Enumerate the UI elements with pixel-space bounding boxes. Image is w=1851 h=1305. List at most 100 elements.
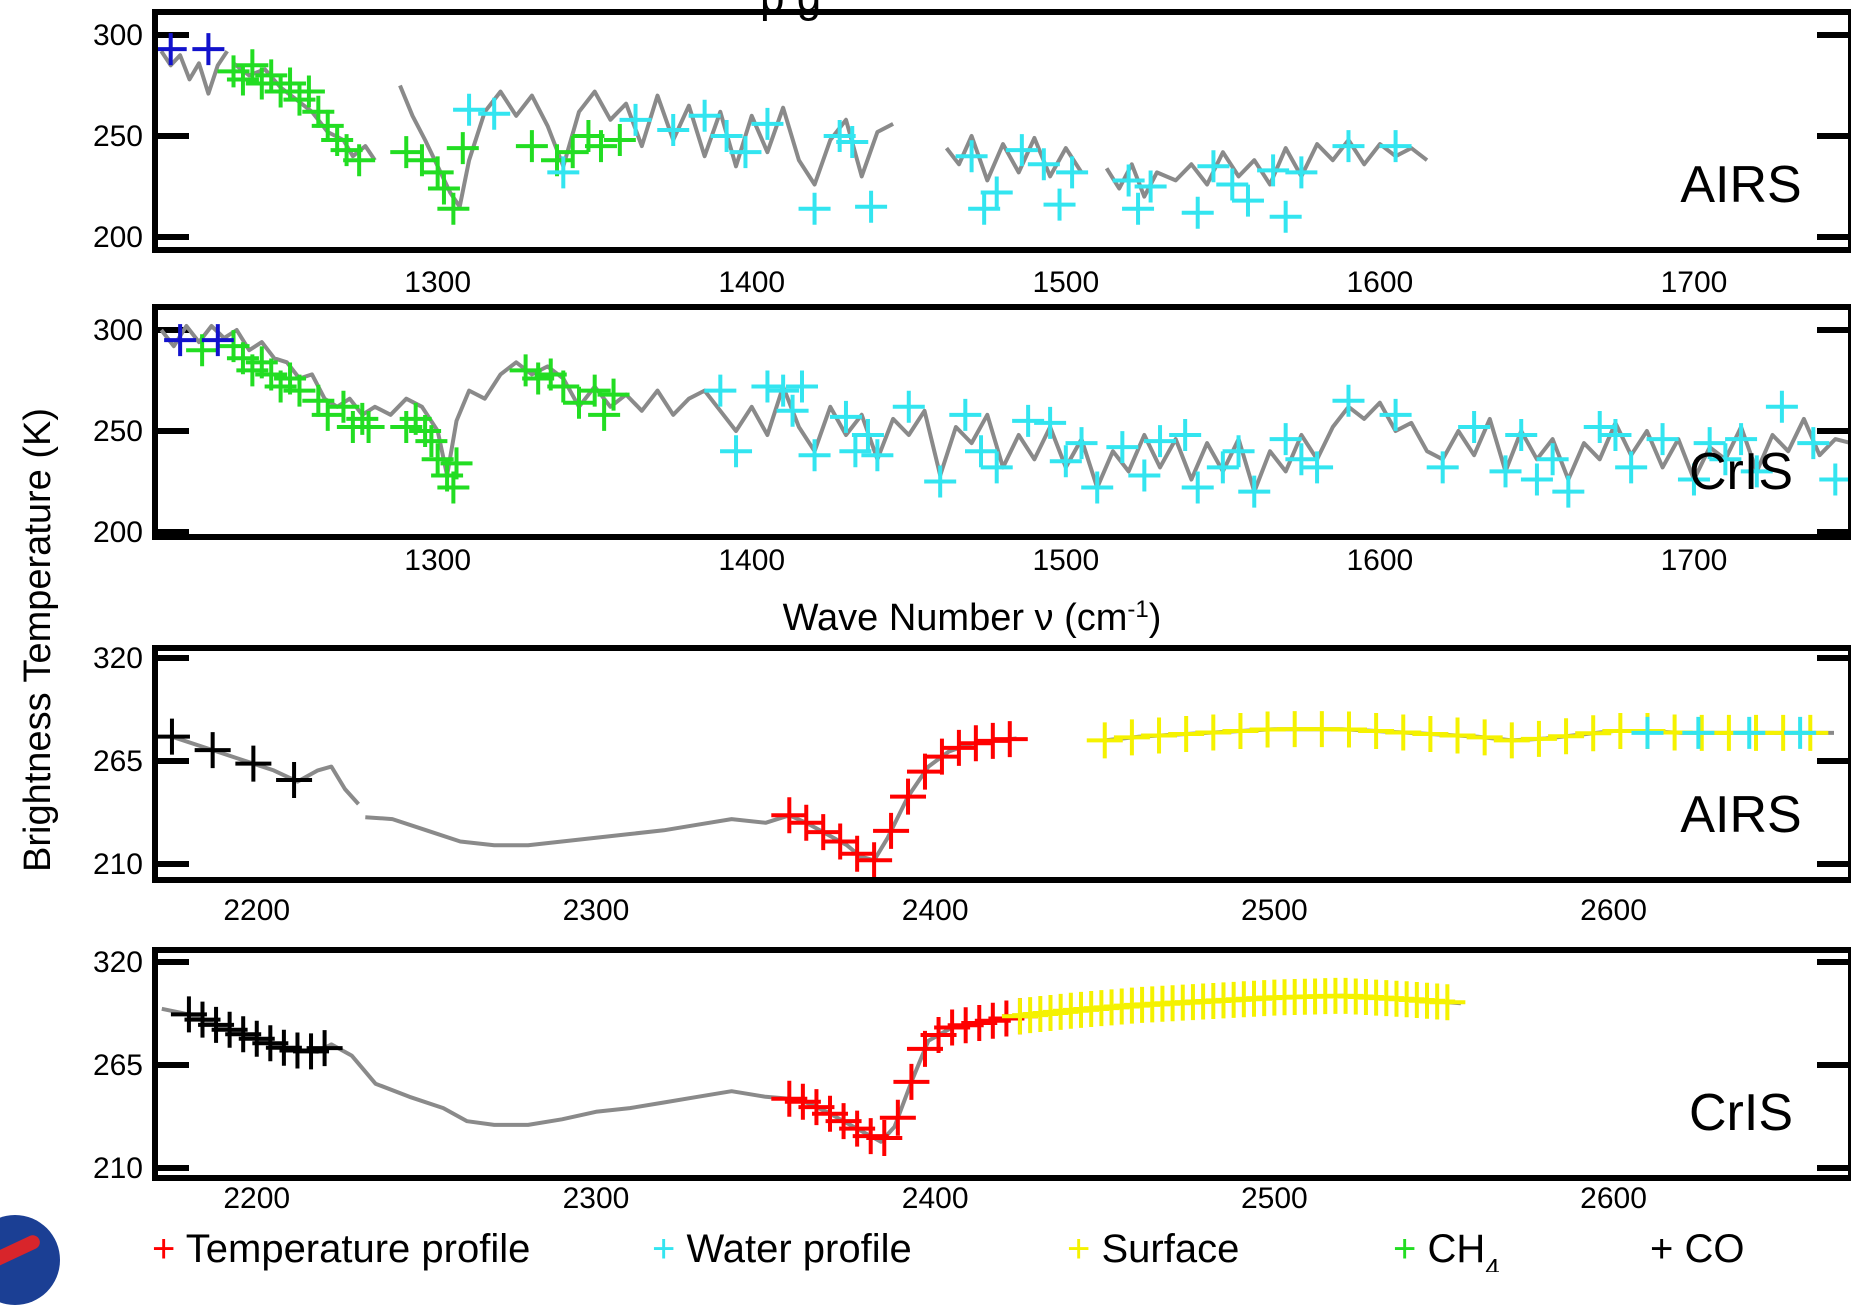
x-tick-label: 1400 <box>718 544 785 577</box>
legend-subscript: 4 <box>1485 1253 1499 1272</box>
water-marker <box>1379 398 1412 431</box>
legend-item: + Temperature profile <box>152 1227 530 1271</box>
water-marker <box>1332 130 1365 163</box>
co-marker <box>235 745 272 782</box>
water-marker <box>1257 154 1290 187</box>
instrument-label: CrIS <box>1689 443 1793 501</box>
x-tick-label: 2500 <box>1241 894 1308 927</box>
x-tick-label: 2200 <box>223 894 290 927</box>
other-marker <box>201 324 234 357</box>
water-marker <box>1269 423 1302 456</box>
temperature-marker <box>839 835 876 872</box>
water-marker <box>1797 427 1830 460</box>
legend-item: + Water profile <box>652 1227 912 1271</box>
legend: + Temperature profile + Water profile + Su… <box>152 1227 1744 1272</box>
ch4-marker <box>390 136 423 169</box>
ch4-marker <box>427 172 460 205</box>
water-marker <box>1819 463 1848 496</box>
spectrum-line <box>398 84 895 209</box>
temperature-marker <box>957 725 994 762</box>
temperature-marker <box>873 812 910 849</box>
ch4-marker <box>578 374 611 407</box>
ch4-marker <box>597 378 630 411</box>
y-tick-label: 320 <box>93 642 143 675</box>
temperature-marker <box>805 814 842 851</box>
x-tick-label: 1500 <box>1032 544 1099 577</box>
water-marker <box>1552 475 1585 508</box>
water-marker <box>855 190 888 223</box>
y-tick-label: 300 <box>93 19 143 52</box>
instrument-label: AIRS <box>1680 786 1801 844</box>
ch4-marker <box>446 132 479 165</box>
water-marker <box>1458 410 1491 443</box>
wave-number-exponent: -1 <box>1127 596 1148 623</box>
x-tick-label: 1700 <box>1661 544 1728 577</box>
temperature-marker <box>906 753 943 790</box>
y-tick-label: 265 <box>93 745 143 778</box>
water-marker <box>1733 716 1766 749</box>
y-tick-label: 200 <box>93 221 143 254</box>
water-marker <box>1056 156 1089 189</box>
water-marker <box>751 370 784 403</box>
panel-2: 200 250 300 1300 1400 1500 1600 1700 CrIS <box>93 304 1851 577</box>
x-tick-label: 1600 <box>1347 266 1414 299</box>
ch4-marker <box>603 124 636 157</box>
water-marker <box>1615 451 1648 484</box>
panel-1: 200 250 300 1300 1400 1500 1600 1700 AIRS <box>93 9 1851 299</box>
water-marker <box>1269 200 1302 233</box>
co-marker <box>194 732 231 769</box>
ch4-marker <box>236 49 269 82</box>
water-marker <box>1682 716 1715 749</box>
x-tick-label: 1600 <box>1347 544 1414 577</box>
water-marker <box>1599 419 1632 452</box>
surface-marker <box>1466 719 1503 756</box>
temperature-marker <box>890 778 927 815</box>
water-marker <box>1426 451 1459 484</box>
y-axis-title: Brightness Temperature (K) <box>17 408 59 872</box>
x-tick-label: 2400 <box>902 894 969 927</box>
instrument-label: CrIS <box>1689 1084 1793 1142</box>
water-marker <box>1709 443 1742 476</box>
water-marker <box>1379 130 1412 163</box>
water-marker <box>836 126 869 159</box>
plot-area <box>159 324 1848 508</box>
ch4-marker <box>515 130 548 163</box>
plot-area <box>161 977 1466 1157</box>
water-marker <box>1206 451 1239 484</box>
ch4-marker <box>440 447 473 480</box>
ch4-marker <box>343 144 376 177</box>
y-tick-label: 210 <box>93 1152 143 1185</box>
ch4-marker <box>292 75 325 108</box>
ch4-marker <box>588 398 621 431</box>
water-marker <box>1725 423 1758 456</box>
water-marker <box>547 156 580 189</box>
water-marker <box>1106 431 1139 464</box>
water-marker <box>1034 406 1067 439</box>
legend-item: + Surface <box>1067 1227 1239 1271</box>
water-marker <box>1081 471 1114 504</box>
spectrum-line <box>171 734 360 806</box>
co-marker <box>276 761 313 798</box>
water-marker <box>1765 390 1798 423</box>
water-marker <box>839 435 872 468</box>
legend-item: + CO <box>1650 1227 1744 1271</box>
co-marker <box>158 718 190 755</box>
legend-symbol: + <box>652 1227 686 1271</box>
panel-frame <box>152 645 1851 883</box>
water-marker <box>851 419 884 452</box>
y-tick-label: 250 <box>93 415 143 448</box>
water-marker <box>861 439 894 472</box>
ch4-marker <box>584 130 617 163</box>
panel-frame <box>152 9 1851 253</box>
plot-area <box>158 711 1834 877</box>
water-marker <box>1134 170 1167 203</box>
water-marker <box>798 439 831 472</box>
panel-4: 210 265 320 2200 2300 2400 2500 2600 CrIS <box>93 946 1851 1215</box>
spectrum-line <box>161 993 1462 1144</box>
water-marker <box>1285 156 1318 189</box>
ch4-marker <box>327 390 360 423</box>
x-tick-label: 2500 <box>1241 1182 1308 1215</box>
water-marker <box>1222 435 1255 468</box>
x-tick-label: 1400 <box>718 266 785 299</box>
water-marker <box>729 136 762 169</box>
